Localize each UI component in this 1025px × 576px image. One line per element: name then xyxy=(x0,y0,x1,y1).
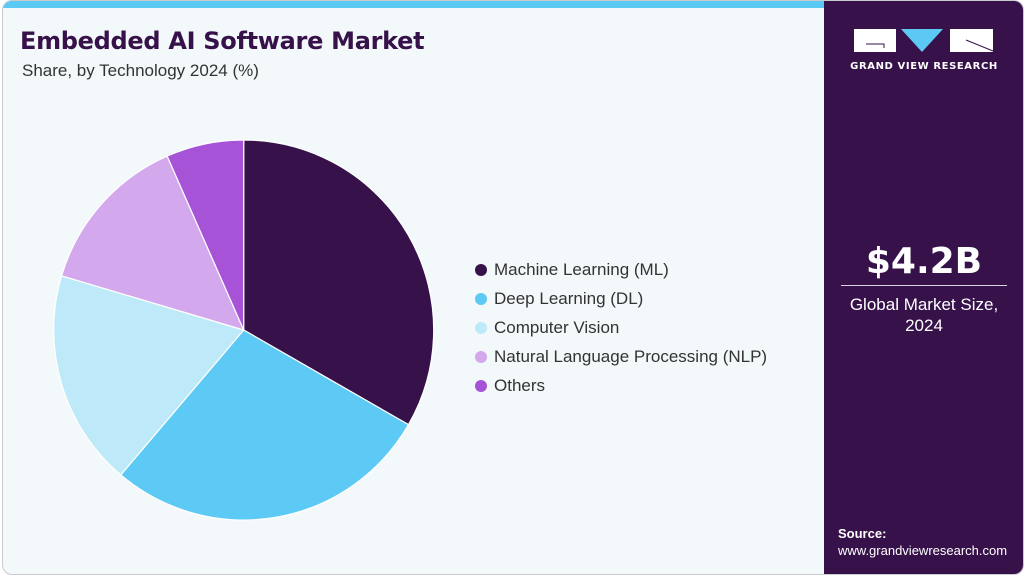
chart-subtitle: Share, by Technology 2024 (%) xyxy=(22,61,259,80)
legend-item-dl: Deep Learning (DL) xyxy=(475,283,767,314)
legend: Machine Learning (ML) Deep Learning (DL)… xyxy=(475,256,767,401)
market-size-label-line1: Global Market Size, xyxy=(849,295,999,314)
market-size-label: Global Market Size, 2024 xyxy=(824,294,1023,336)
legend-item-ml: Machine Learning (ML) xyxy=(475,254,767,285)
divider xyxy=(841,285,1007,286)
sidebar: GRAND VIEW RESEARCH $4.2B Global Market … xyxy=(824,1,1023,574)
legend-item-others: Others xyxy=(475,370,767,401)
legend-label: Natural Language Processing (NLP) xyxy=(494,346,768,366)
source-label: Source: xyxy=(838,526,887,541)
legend-item-cv: Computer Vision xyxy=(475,312,767,343)
pie-slice xyxy=(243,139,435,426)
legend-dot-icon xyxy=(475,263,487,276)
legend-label: Computer Vision xyxy=(494,317,620,337)
pie-slice xyxy=(166,139,245,331)
legend-label: Others xyxy=(494,375,546,395)
legend-label: Machine Learning (ML) xyxy=(494,259,669,279)
pie-slice xyxy=(119,329,410,521)
market-size-value: $4.2B xyxy=(865,241,983,282)
source-url: www.grandviewresearch.com xyxy=(838,543,1008,558)
legend-dot-icon xyxy=(475,350,487,363)
legend-label: Deep Learning (DL) xyxy=(494,288,644,308)
grand-view-research-logo-icon xyxy=(854,29,994,52)
logo-text: GRAND VIEW RESEARCH xyxy=(850,61,998,72)
pie-slice xyxy=(60,155,245,331)
legend-dot-icon xyxy=(475,321,487,334)
accent-bar xyxy=(3,1,825,8)
legend-item-nlp: Natural Language Processing (NLP) xyxy=(475,341,767,372)
pie-chart xyxy=(53,139,435,521)
legend-dot-icon xyxy=(475,379,487,392)
chart-title: Embedded AI Software Market xyxy=(20,27,425,55)
legend-dot-icon xyxy=(475,292,487,305)
market-size-label-line2: 2024 xyxy=(905,316,943,335)
pie-slice xyxy=(53,275,245,476)
